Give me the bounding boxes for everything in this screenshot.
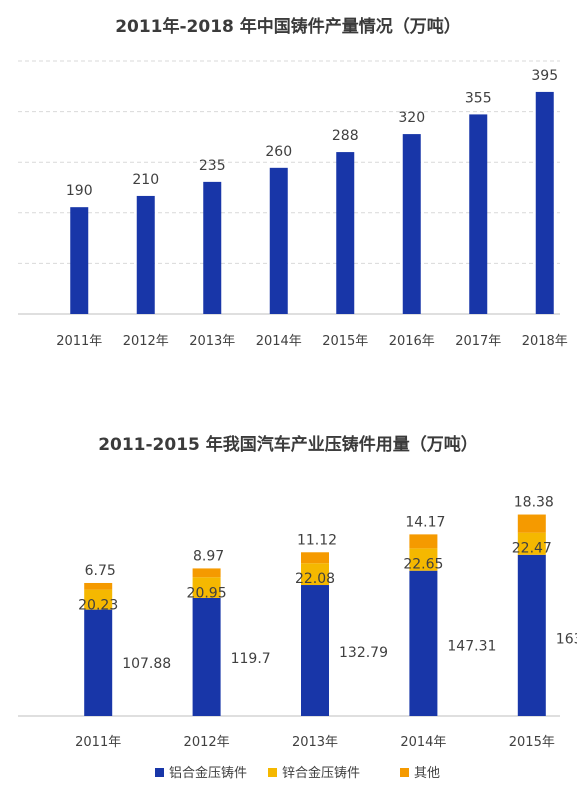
x-tick-label: 2015年 [509,735,555,750]
chart-2-title: 2011-2015 年我国汽车产业压铸件用量（万吨） [98,434,478,455]
bar-segment [517,532,546,555]
data-label: 210 [132,172,159,188]
bar-segment [409,570,438,716]
bar-segment [192,597,221,716]
chart-2-legend: 铝合金压铸件 锌合金压铸件 其他 [155,765,440,781]
bar-segment [84,589,113,610]
bar [402,134,421,314]
chart-2-bars [18,514,560,717]
legend-swatch [155,768,164,777]
data-label: 190 [66,183,93,199]
x-tick-label: 2014年 [256,334,302,349]
data-label: 22.47 [512,541,552,557]
bar-segment [409,548,438,571]
legend-label: 其他 [414,766,440,781]
bar [336,152,355,314]
bar-segment [517,514,546,533]
x-tick-label: 2015年 [322,334,368,349]
data-label: 288 [332,128,359,144]
x-tick-label: 2012年 [123,334,169,349]
bar [535,91,554,314]
chart-1: 2011年-2018 年中国铸件产量情况（万吨） 190 210 235 260 288… [18,16,568,349]
x-tick-label: 2018年 [522,334,568,349]
bar-segment [301,563,329,586]
bar-segment [409,534,438,549]
data-label: 11.12 [297,532,337,548]
data-label: 320 [398,110,425,126]
bar [203,181,222,314]
chart-2: 2011-2015 年我国汽车产业压铸件用量（万吨） 107.88 20.23 6.… [18,434,577,781]
legend-label: 锌合金压铸件 [282,765,360,781]
bar-segment [192,568,221,578]
x-tick-label: 2012年 [184,735,230,750]
data-label: 119.7 [231,651,271,667]
data-label: 235 [199,158,226,174]
x-tick-label: 2017年 [455,334,501,349]
x-tick-label: 2011年 [75,735,121,750]
data-label: 147.31 [447,639,496,655]
chart-1-value-labels: 190 210 235 260 288 320 355 395 [66,68,558,199]
bar-segment [301,585,329,716]
bar [269,167,288,314]
data-label: 163.4 [556,631,577,647]
data-label: 132.79 [339,645,388,661]
data-label: 20.23 [78,598,118,614]
data-label: 22.65 [403,556,443,572]
legend-label: 铝合金压铸件 [169,765,247,781]
data-label: 6.75 [85,563,116,579]
data-label: 18.38 [514,495,554,511]
x-tick-label: 2014年 [400,735,446,750]
chart-2-value-labels: 107.88 20.23 6.75 119.7 20.95 8.97 132.79 22.08… [78,495,577,673]
legend-swatch [400,768,409,777]
bar-segment [517,554,546,716]
bar-segment [84,582,113,590]
chart-1-title: 2011年-2018 年中国铸件产量情况（万吨） [115,16,461,37]
bar [136,195,155,314]
data-label: 22.08 [295,571,335,587]
data-label: 395 [531,68,558,84]
data-label: 355 [465,90,492,106]
bar-segment [192,577,221,598]
bar-segment [301,552,329,564]
data-label: 14.17 [405,514,445,530]
chart-2-x-ticks: 2011年 2012年 2013年 2014年 2015年 [75,735,555,750]
x-tick-label: 2011年 [56,334,102,349]
bar [70,207,89,314]
bar-segment [84,609,113,716]
chart-1-x-ticks: 2011年 2012年 2013年 2014年 2015年 2016年 2017年 2018年 [56,334,568,349]
x-tick-label: 2013年 [292,735,338,750]
data-label: 8.97 [193,548,224,564]
data-label: 20.95 [187,585,227,601]
data-label: 260 [265,144,292,160]
legend-swatch [268,768,277,777]
chart-1-bars [70,91,554,315]
x-tick-label: 2013年 [189,334,235,349]
data-label: 107.88 [122,656,171,672]
bar [469,114,488,315]
x-tick-label: 2016年 [389,334,435,349]
